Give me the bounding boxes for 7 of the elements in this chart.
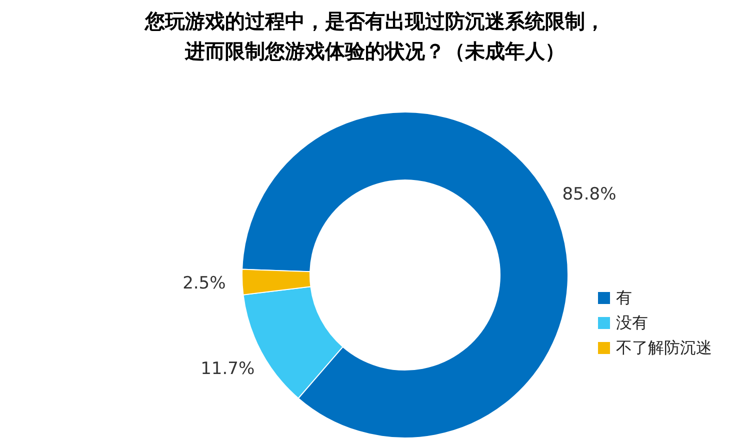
data-label: 2.5% <box>182 273 226 294</box>
data-label: 85.8% <box>562 184 616 204</box>
chart-title: 您玩游戏的过程中，是否有出现过防沉迷系统限制，进而限制您游戏体验的状况？（未成年人） <box>144 9 605 63</box>
legend-label: 没有 <box>616 313 648 332</box>
legend-label: 有 <box>616 288 632 307</box>
data-label: 11.7% <box>200 359 255 380</box>
legend-label: 不了解防沉迷 <box>616 338 712 357</box>
